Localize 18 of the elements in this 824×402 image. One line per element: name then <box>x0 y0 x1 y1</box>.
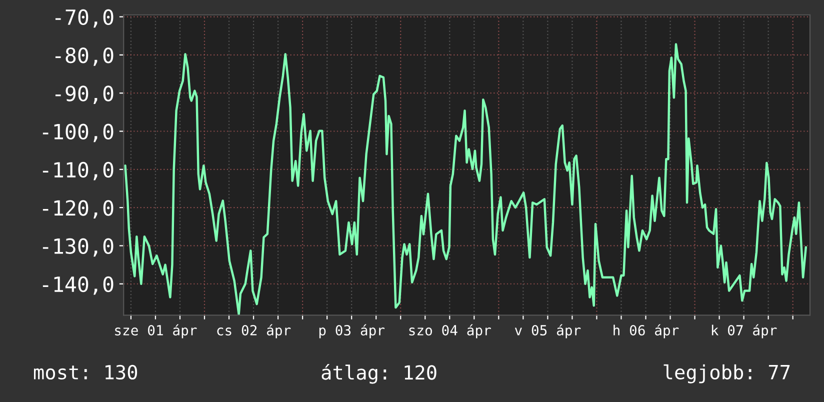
x-tick-label: sze 01 ápr <box>115 324 197 338</box>
x-tick-label: h 06 ápr <box>614 324 679 338</box>
x-tick-label: p 03 ápr <box>319 324 384 338</box>
y-tick-label: -70,0 <box>55 9 114 28</box>
y-tick-label: -100,0 <box>42 124 114 142</box>
y-tick-label: -130,0 <box>42 238 114 257</box>
x-tick-label: szo 04 ápr <box>409 324 491 338</box>
y-tick-label: -120,0 <box>42 200 114 218</box>
text: most: 130 <box>34 364 138 380</box>
y-tick-label: -90,0 <box>55 86 114 104</box>
y-tick-label: -80,0 <box>55 47 114 66</box>
x-tick-label: k 07 ápr <box>712 324 777 338</box>
text: átlag: 120 <box>322 364 436 384</box>
text: legjobb: 77 <box>664 364 790 384</box>
x-tick-label: v 05 ápr <box>514 324 581 338</box>
y-tick-label: -140,0 <box>42 276 114 295</box>
y-tick-label: -110,0 <box>42 162 114 180</box>
x-tick-label: cs 02 ápr <box>217 324 291 338</box>
